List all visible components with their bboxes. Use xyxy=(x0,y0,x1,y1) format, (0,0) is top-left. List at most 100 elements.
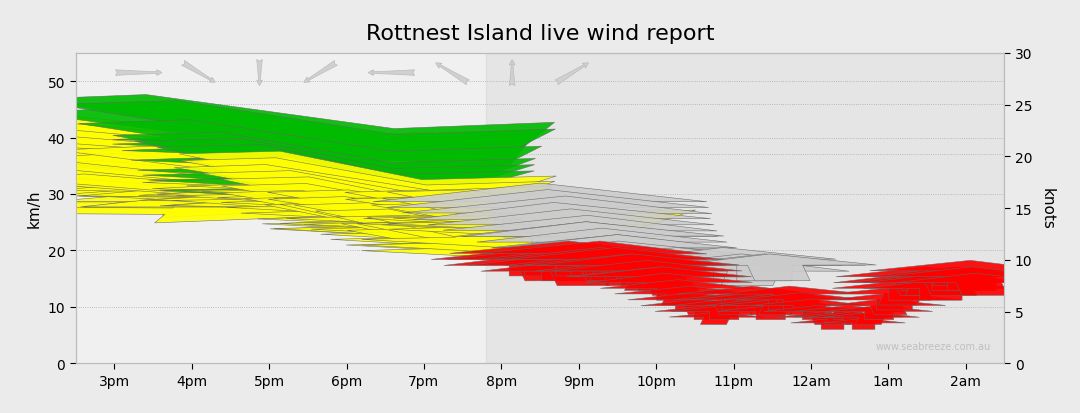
FancyArrow shape xyxy=(402,197,712,237)
FancyArrow shape xyxy=(18,161,486,203)
FancyArrow shape xyxy=(829,293,960,310)
FancyArrow shape xyxy=(672,299,791,315)
FancyArrow shape xyxy=(869,261,1061,286)
FancyArrow shape xyxy=(663,254,866,281)
FancyArrow shape xyxy=(12,175,483,212)
FancyArrow shape xyxy=(172,171,522,218)
Bar xyxy=(486,54,1004,363)
FancyArrow shape xyxy=(498,235,737,266)
FancyArrow shape xyxy=(764,306,870,320)
FancyArrow shape xyxy=(537,254,740,281)
FancyArrow shape xyxy=(56,147,494,195)
FancyArrow shape xyxy=(183,158,545,207)
FancyArrow shape xyxy=(268,190,584,231)
FancyArrow shape xyxy=(824,312,919,325)
FancyArrow shape xyxy=(372,203,665,241)
FancyArrow shape xyxy=(346,197,662,235)
FancyArrow shape xyxy=(511,242,738,271)
FancyArrow shape xyxy=(0,170,392,204)
FancyArrow shape xyxy=(481,242,707,271)
FancyArrow shape xyxy=(690,293,821,310)
FancyArrow shape xyxy=(867,267,1045,291)
FancyArrow shape xyxy=(0,117,462,168)
FancyArrow shape xyxy=(0,149,402,192)
FancyArrow shape xyxy=(413,203,711,242)
Y-axis label: km/h: km/h xyxy=(27,190,42,228)
FancyArrow shape xyxy=(0,123,458,172)
FancyArrow shape xyxy=(791,318,875,330)
FancyArrow shape xyxy=(244,197,550,236)
FancyArrow shape xyxy=(356,222,608,256)
FancyArrow shape xyxy=(362,216,622,251)
FancyArrow shape xyxy=(176,164,534,212)
FancyArrow shape xyxy=(836,267,1015,291)
FancyArrow shape xyxy=(149,145,535,197)
FancyArrow shape xyxy=(494,248,707,276)
FancyArrow shape xyxy=(0,194,418,218)
FancyArrow shape xyxy=(832,286,974,305)
FancyArrow shape xyxy=(674,293,806,310)
FancyArrow shape xyxy=(833,280,987,301)
FancyArrow shape xyxy=(612,261,802,286)
FancyArrow shape xyxy=(160,158,528,208)
FancyArrow shape xyxy=(294,203,588,241)
FancyArrow shape xyxy=(345,190,662,231)
FancyArrow shape xyxy=(179,159,555,206)
FancyArrow shape xyxy=(0,143,475,187)
FancyArrow shape xyxy=(0,149,463,192)
FancyArrow shape xyxy=(0,131,453,177)
FancyArrow shape xyxy=(572,267,752,291)
FancyArrow shape xyxy=(387,190,696,231)
FancyArrow shape xyxy=(659,261,849,286)
FancyArrow shape xyxy=(808,312,903,325)
FancyArrow shape xyxy=(640,254,842,281)
FancyArrow shape xyxy=(179,152,556,202)
Y-axis label: knots: knots xyxy=(1040,188,1055,230)
FancyArrow shape xyxy=(825,306,933,320)
FancyArrow shape xyxy=(505,254,708,281)
FancyArrow shape xyxy=(268,197,585,235)
FancyArrow shape xyxy=(0,125,471,171)
FancyArrow shape xyxy=(834,273,1000,296)
FancyArrow shape xyxy=(826,299,946,315)
Title: Rottnest Island live wind report: Rottnest Island live wind report xyxy=(366,24,714,44)
FancyArrow shape xyxy=(0,109,446,164)
FancyArrow shape xyxy=(491,235,730,267)
FancyArrow shape xyxy=(387,190,708,233)
FancyArrow shape xyxy=(456,222,717,257)
FancyArrow shape xyxy=(822,318,905,330)
FancyArrow shape xyxy=(428,209,714,247)
FancyArrow shape xyxy=(751,299,869,315)
FancyArrow shape xyxy=(566,267,745,291)
FancyArrow shape xyxy=(674,254,876,281)
FancyArrow shape xyxy=(670,312,765,325)
FancyArrow shape xyxy=(720,293,852,310)
FancyArrow shape xyxy=(600,280,755,301)
FancyArrow shape xyxy=(568,261,759,286)
FancyArrow shape xyxy=(621,248,836,276)
FancyArrow shape xyxy=(795,306,902,320)
FancyArrow shape xyxy=(721,286,865,305)
FancyArrow shape xyxy=(0,123,472,172)
FancyArrow shape xyxy=(554,254,756,281)
FancyArrow shape xyxy=(348,229,594,261)
FancyArrow shape xyxy=(477,248,692,276)
FancyArrow shape xyxy=(640,299,760,315)
FancyArrow shape xyxy=(56,101,555,162)
FancyArrow shape xyxy=(0,168,467,207)
FancyArrow shape xyxy=(509,248,724,276)
FancyArrow shape xyxy=(449,242,676,271)
FancyArrow shape xyxy=(0,175,480,211)
FancyArrow shape xyxy=(524,254,726,281)
FancyArrow shape xyxy=(548,254,750,281)
FancyArrow shape xyxy=(0,200,414,223)
FancyArrow shape xyxy=(627,293,759,310)
FancyArrow shape xyxy=(570,254,773,281)
FancyArrow shape xyxy=(864,273,1031,296)
FancyArrow shape xyxy=(536,261,727,286)
FancyArrow shape xyxy=(0,178,407,208)
FancyArrow shape xyxy=(265,203,550,241)
FancyArrow shape xyxy=(468,254,671,281)
FancyArrow shape xyxy=(0,157,406,196)
FancyArrow shape xyxy=(443,216,717,252)
